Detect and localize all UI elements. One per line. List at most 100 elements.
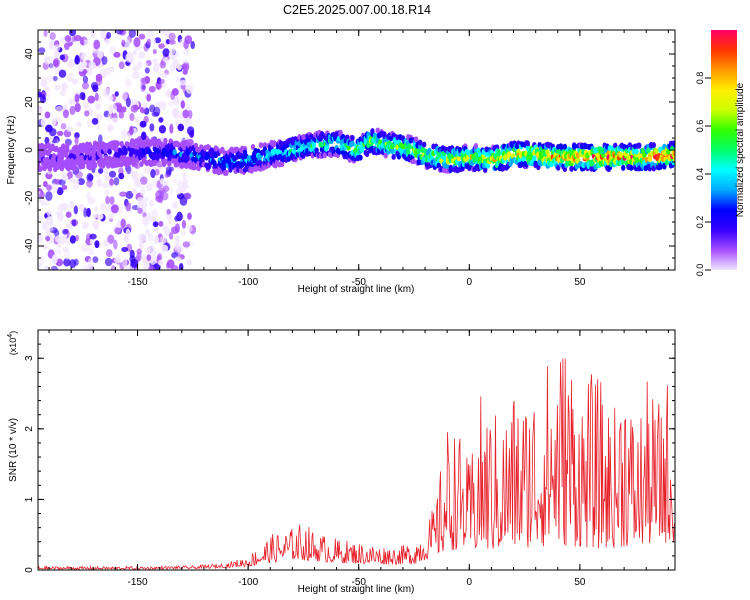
colorbar-tick-label: 0.4 <box>695 168 705 181</box>
heatmap-cell <box>132 49 137 56</box>
heatmap-cell <box>155 101 162 108</box>
heatmap-cell <box>140 186 146 197</box>
heatmap-cell <box>105 195 110 205</box>
heatmap-cell <box>184 192 192 200</box>
heatmap-cell <box>172 95 180 106</box>
heatmap-cell <box>121 92 128 101</box>
y-tick-label: 3 <box>24 355 35 361</box>
heatmap-cell <box>115 30 124 35</box>
heatmap-cell <box>166 89 171 97</box>
heatmap-cell <box>113 51 121 58</box>
heatmap-cell <box>71 78 79 85</box>
heatmap-cell <box>109 212 115 220</box>
heatmap-cell <box>103 166 109 176</box>
heatmap-cell <box>69 30 77 37</box>
heatmap-cell <box>73 258 79 266</box>
heatmap-cell <box>61 184 68 191</box>
snr-x-axis-label: Height of straight line (km) <box>298 584 415 595</box>
heatmap-cell <box>121 129 128 139</box>
heatmap-cell <box>109 196 115 205</box>
heatmap-cell <box>473 143 479 150</box>
heatmap-cell <box>125 190 134 199</box>
heatmap-cell <box>358 154 363 161</box>
heatmap-cell <box>43 56 51 65</box>
heatmap-cell <box>143 196 149 202</box>
heatmap-cell <box>146 245 151 255</box>
heatmap-cell <box>38 262 42 270</box>
heatmap-cell <box>142 216 148 225</box>
x-tick-label: 0 <box>467 577 473 588</box>
heatmap-cell <box>46 225 54 232</box>
heatmap-cell <box>134 161 141 170</box>
heatmap-cell <box>525 140 530 147</box>
heatmap-cell <box>119 191 127 197</box>
heatmap-cell <box>181 178 189 185</box>
colorbar-tick-label: 0.0 <box>695 264 705 277</box>
heatmap-cell <box>128 125 134 136</box>
heatmap-cell <box>146 183 153 192</box>
heatmap-cell <box>150 250 158 259</box>
heatmap-cell <box>103 242 111 248</box>
heatmap-cell <box>107 234 115 245</box>
heatmap-cell <box>114 227 121 235</box>
heatmap-cell <box>38 165 43 172</box>
heatmap-marks <box>38 30 675 270</box>
heatmap-cell <box>110 204 119 214</box>
heatmap-cell <box>174 223 180 234</box>
snr-y-scale-exp: 4 <box>7 334 14 338</box>
heatmap-cell <box>249 166 254 173</box>
heatmap-x-ticks: -150 -100 -50 0 50 <box>48 30 669 288</box>
heatmap-cell <box>186 259 192 266</box>
heatmap-cell <box>74 56 81 65</box>
heatmap-cell <box>189 130 195 138</box>
heatmap-cell <box>95 73 103 82</box>
heatmap-cell <box>62 229 69 235</box>
heatmap-cell <box>58 36 67 44</box>
heatmap-cell <box>41 244 49 250</box>
heatmap-cell <box>73 35 82 42</box>
heatmap-cell <box>89 233 97 240</box>
heatmap-cell <box>107 124 114 132</box>
heatmap-cell <box>532 155 537 162</box>
heatmap-cell <box>41 221 48 231</box>
snr-frame <box>37 329 676 571</box>
heatmap-cell <box>45 191 53 202</box>
heatmap-cell <box>92 213 98 219</box>
heatmap-cell <box>651 142 656 149</box>
heatmap-cell <box>63 258 71 267</box>
heatmap-cell <box>154 169 160 176</box>
heatmap-cell <box>39 255 45 266</box>
heatmap-cell <box>145 228 150 236</box>
heatmap-cell <box>97 213 104 220</box>
heatmap-cell <box>50 183 59 193</box>
heatmap-cell <box>61 174 69 181</box>
heatmap-cell <box>108 170 117 178</box>
heatmap-cell <box>61 82 67 90</box>
heatmap-cell <box>114 91 119 97</box>
heatmap-cell <box>569 165 574 172</box>
heatmap-cell <box>672 150 675 157</box>
heatmap-cell <box>161 72 169 78</box>
heatmap-cell <box>117 204 123 215</box>
heatmap-cell <box>483 167 488 174</box>
heatmap-cell <box>66 72 74 83</box>
heatmap-cell <box>45 124 53 133</box>
heatmap-cell <box>406 148 411 155</box>
heatmap-cell <box>63 42 70 51</box>
heatmap-cell <box>144 67 150 74</box>
heatmap-cell <box>162 185 170 193</box>
heatmap-cell <box>65 211 72 219</box>
heatmap-cell <box>59 54 66 61</box>
heatmap-cell <box>311 141 317 148</box>
heatmap-cell <box>93 39 101 50</box>
heatmap-cell <box>172 201 178 209</box>
heatmap-cell <box>74 93 80 103</box>
heatmap-cell <box>80 39 85 46</box>
heatmap-cell <box>71 219 77 227</box>
heatmap-cell <box>134 116 140 125</box>
heatmap-cell <box>148 85 156 93</box>
heatmap-cell <box>224 169 229 176</box>
heatmap-cell <box>152 63 160 73</box>
heatmap-cell <box>179 79 187 86</box>
heatmap-cell <box>506 151 512 158</box>
